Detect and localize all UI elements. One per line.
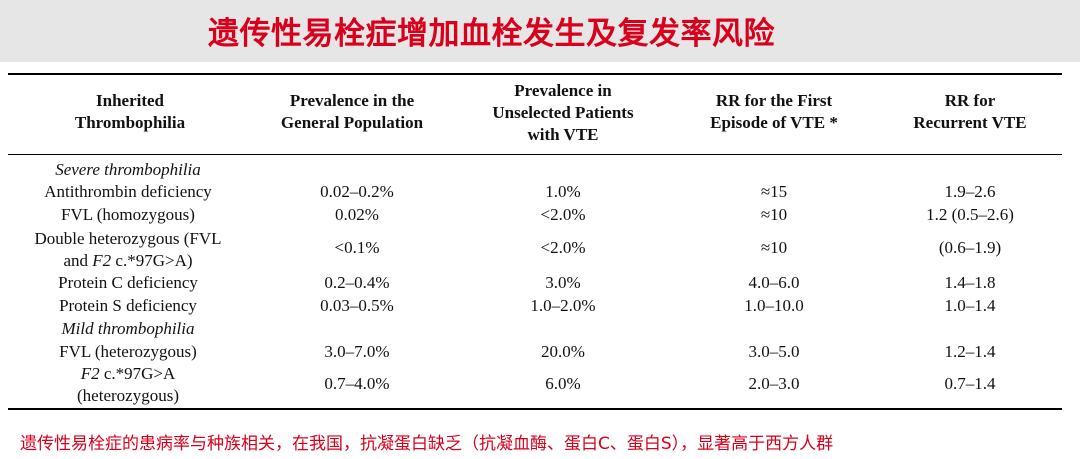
- cell-rr-recurrent: 0.7–1.4: [944, 374, 996, 393]
- row-name: Double heterozygous (FVL and F2 c.*97G>A…: [12, 228, 244, 272]
- header-line: Inherited: [96, 91, 164, 110]
- cell-rr-recurrent: 1.9–2.6: [944, 182, 996, 201]
- cell-general: 0.2–0.4%: [324, 273, 390, 292]
- header-line: Unselected Patients: [492, 103, 634, 122]
- cell-unselected: 3.0%: [545, 273, 581, 292]
- table-top-rule: [8, 73, 1062, 75]
- footnote: 遗传性易栓症的患病率与种族相关，在我国，抗凝蛋白缺乏（抗凝血酶、蛋白C、蛋白S）…: [20, 434, 834, 454]
- row-name: Protein C deficiency: [58, 273, 198, 292]
- row-name: Protein S deficiency: [59, 296, 197, 315]
- cell-rr-first: 1.0–10.0: [744, 296, 804, 315]
- row-name-part: c.*97G>A: [103, 364, 176, 383]
- title-band: [0, 0, 1080, 62]
- cell-general: 0.02%: [335, 205, 379, 224]
- row-name-line: (heterozygous): [77, 386, 179, 405]
- cell-unselected: 20.0%: [541, 342, 585, 361]
- cell-unselected: <2.0%: [540, 238, 586, 257]
- cell-rr-recurrent: 1.2–1.4: [944, 342, 996, 361]
- row-name-gene: F2: [92, 251, 112, 270]
- row-name-line: Double heterozygous (FVL: [34, 229, 222, 248]
- cell-general: <0.1%: [334, 238, 380, 257]
- cell-rr-recurrent: (0.6–1.9): [938, 238, 1002, 257]
- cell-rr-first: 2.0–3.0: [748, 374, 800, 393]
- cell-unselected: 1.0%: [545, 182, 581, 201]
- row-name-part: and: [63, 251, 89, 270]
- cell-rr-first: ≈10: [760, 238, 788, 257]
- section-label: Severe thrombophilia: [55, 160, 201, 179]
- header-line: Prevalence in: [514, 81, 612, 100]
- header-line: Episode of VTE *: [710, 113, 838, 132]
- row-name: F2 c.*97G>A (heterozygous): [12, 363, 244, 407]
- cell-rr-first: 4.0–6.0: [748, 273, 800, 292]
- row-name-line: and F2 c.*97G>A): [12, 250, 244, 272]
- row-name-part: c.*97G>A): [115, 251, 193, 270]
- header-line: Recurrent VTE: [913, 113, 1027, 132]
- cell-rr-first: ≈15: [760, 182, 788, 201]
- cell-general: 3.0–7.0%: [324, 342, 390, 361]
- header-line: Thrombophilia: [74, 113, 186, 132]
- table-header-rule: [8, 154, 1062, 155]
- row-name-gene: F2: [80, 364, 100, 383]
- cell-rr-recurrent: 1.4–1.8: [944, 273, 996, 292]
- cell-rr-recurrent: 1.2 (0.5–2.6): [926, 205, 1014, 224]
- header-prevalence-general: Prevalence in the General Population: [242, 90, 462, 134]
- header-inherited-thrombophilia: Inherited Thrombophilia: [20, 90, 240, 134]
- header-line: with VTE: [527, 125, 599, 144]
- cell-rr-first: ≈10: [760, 205, 788, 224]
- cell-rr-recurrent: 1.0–1.4: [944, 296, 996, 315]
- cell-unselected: <2.0%: [540, 205, 586, 224]
- cell-unselected: 1.0–2.0%: [530, 296, 596, 315]
- row-name: FVL (heterozygous): [59, 342, 197, 361]
- header-rr-recurrent: RR for Recurrent VTE: [860, 90, 1080, 134]
- cell-general: 0.03–0.5%: [320, 296, 394, 315]
- cell-unselected: 6.0%: [545, 374, 581, 393]
- header-line: RR for the First: [715, 91, 833, 110]
- section-label: Mild thrombophilia: [61, 319, 195, 338]
- table-bottom-rule: [8, 408, 1062, 410]
- row-name-line: F2 c.*97G>A: [12, 363, 244, 385]
- cell-rr-first: 3.0–5.0: [748, 342, 800, 361]
- row-name: FVL (homozygous): [61, 205, 195, 224]
- header-prevalence-unselected: Prevalence in Unselected Patients with V…: [452, 80, 674, 146]
- page-title: 遗传性易栓症增加血栓发生及复发率风险: [208, 16, 775, 52]
- header-line: Prevalence in the: [289, 91, 415, 110]
- cell-general: 0.02–0.2%: [320, 182, 394, 201]
- header-line: RR for: [944, 91, 996, 110]
- row-name: Antithrombin deficiency: [44, 182, 212, 201]
- header-line: General Population: [280, 113, 424, 132]
- cell-general: 0.7–4.0%: [324, 374, 390, 393]
- header-rr-first: RR for the First Episode of VTE *: [664, 90, 884, 134]
